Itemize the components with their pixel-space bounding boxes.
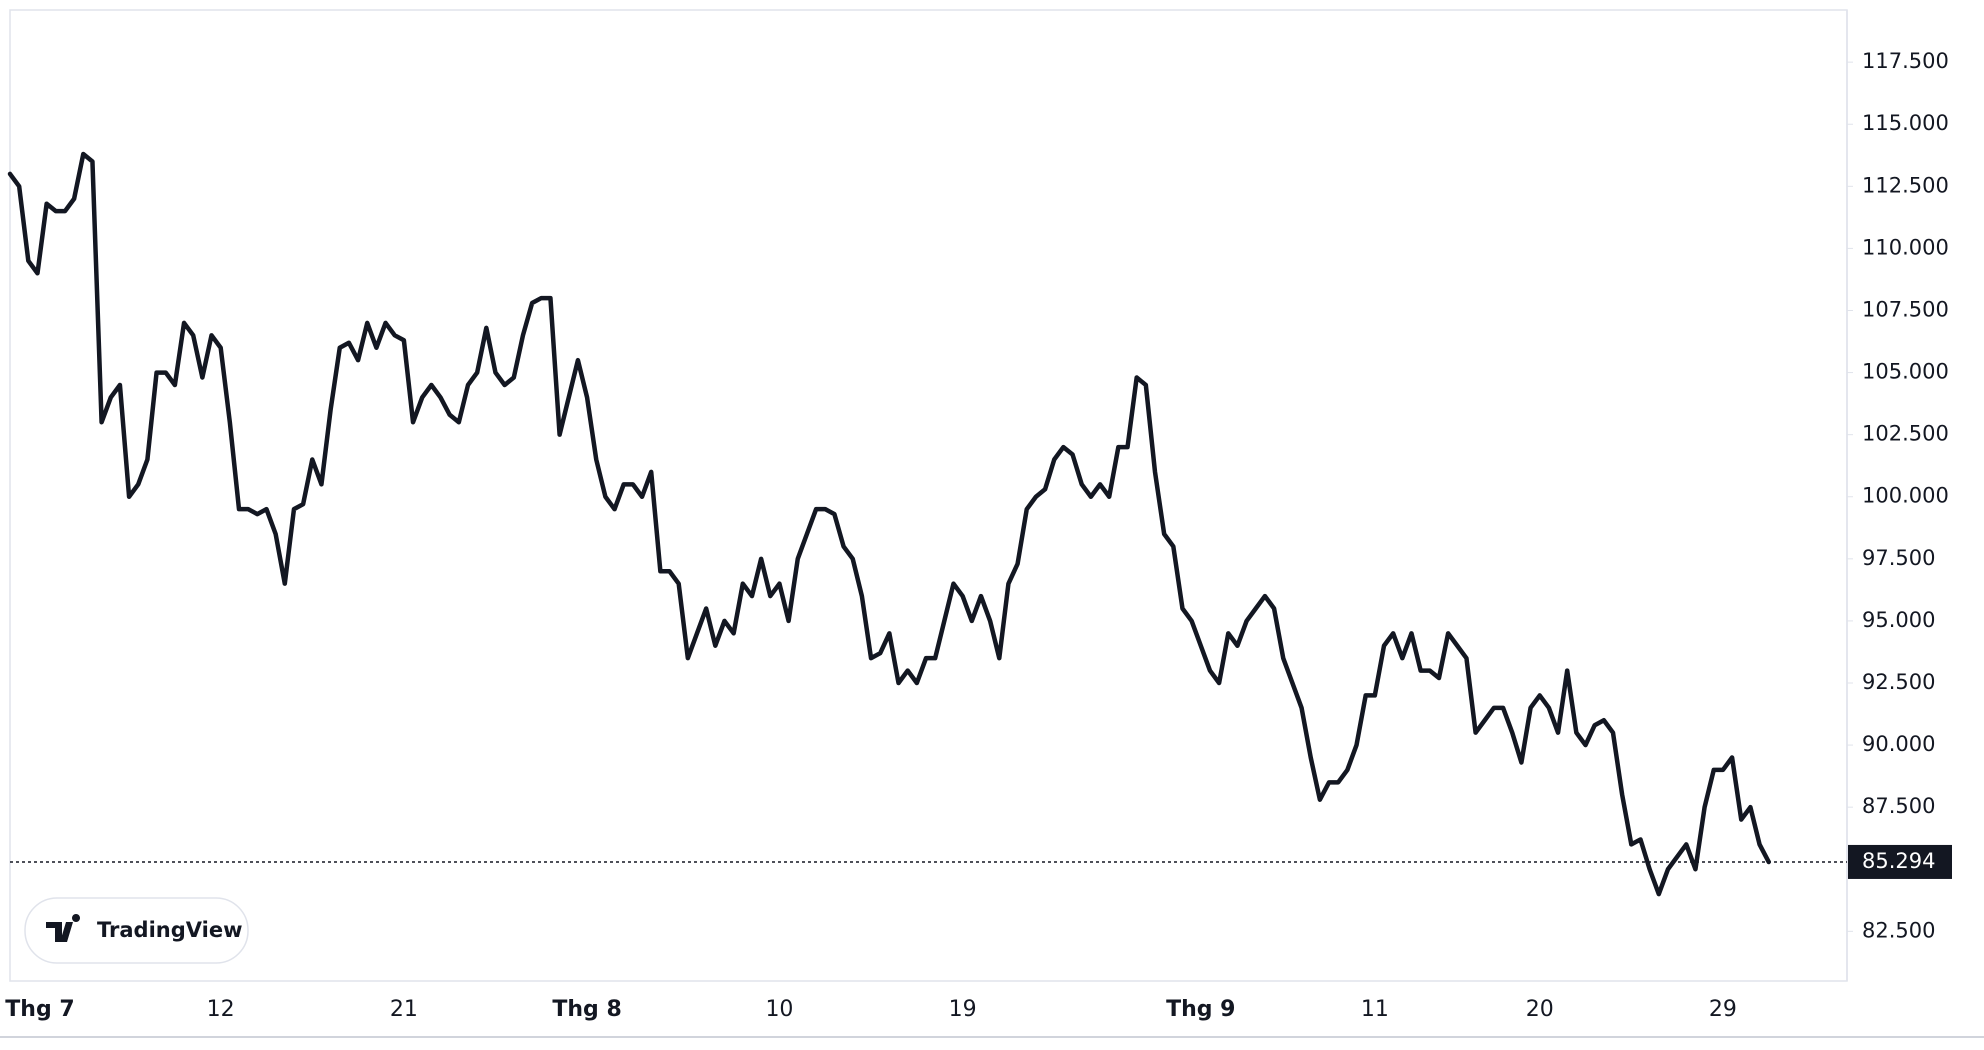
y-tick-label: 102.500 xyxy=(1862,422,1949,446)
x-tick-label: 20 xyxy=(1526,997,1554,1022)
x-tick-label: Thg 7 xyxy=(5,997,74,1022)
y-tick-label: 107.500 xyxy=(1862,297,1949,321)
x-tick-label: 29 xyxy=(1709,997,1737,1022)
y-tick-label: 87.500 xyxy=(1862,794,1935,818)
price-line xyxy=(7,151,1771,897)
y-tick-label: 100.000 xyxy=(1862,484,1949,508)
plot-frame xyxy=(9,9,1848,982)
watermark-logo xyxy=(46,914,81,942)
y-tick-label: 90.000 xyxy=(1862,732,1935,756)
y-tick-label: 117.500 xyxy=(1862,49,1949,73)
watermark-text: TradingView xyxy=(97,918,242,942)
y-tick-label: 92.500 xyxy=(1862,670,1935,694)
y-tick-label: 112.500 xyxy=(1862,173,1949,197)
x-tick-label: Thg 8 xyxy=(552,997,621,1022)
y-tick-label: 82.500 xyxy=(1862,918,1935,942)
x-tick-label: Thg 9 xyxy=(1166,997,1235,1022)
last-price-box xyxy=(1848,844,1952,879)
y-tick-label: 115.000 xyxy=(1862,111,1949,135)
x-tick-label: 21 xyxy=(390,997,418,1022)
x-tick-label: 19 xyxy=(949,997,977,1022)
x-tick-label: 12 xyxy=(207,997,235,1022)
y-tick-label: 95.000 xyxy=(1862,608,1935,632)
y-tick-label: 105.000 xyxy=(1862,360,1949,384)
y-tick-label: 110.000 xyxy=(1862,235,1949,259)
watermark: TradingView xyxy=(24,897,249,964)
last-price-label: 85.294 xyxy=(1862,849,1935,873)
watermark-pill xyxy=(24,897,249,964)
x-tick-label: 11 xyxy=(1361,997,1389,1022)
y-tick-label: 97.500 xyxy=(1862,546,1935,570)
x-tick-label: 10 xyxy=(765,997,793,1022)
